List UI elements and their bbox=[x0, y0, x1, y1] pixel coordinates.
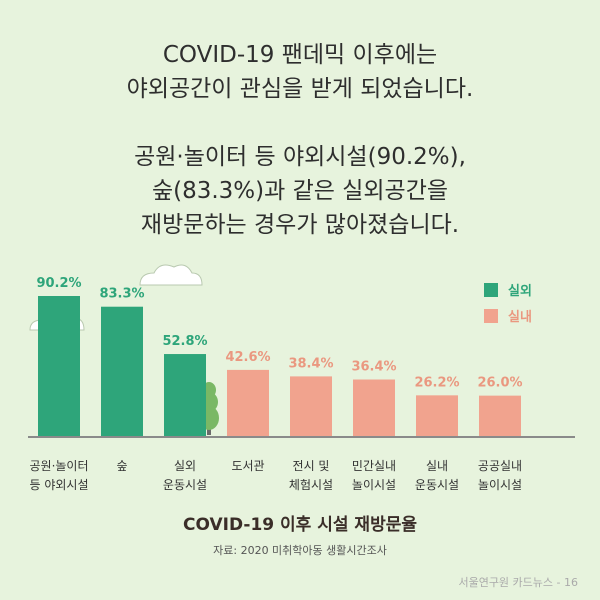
subhead-line: 재방문하는 경우가 많아졌습니다. bbox=[140, 212, 460, 238]
category-label: 공원·놀이터 bbox=[29, 459, 88, 473]
headline-text: COVID-19 팬데믹 이후에는 야외공간이 관심을 받게 되었습니다. bbox=[0, 38, 600, 106]
data-label: 26.2% bbox=[414, 375, 459, 390]
legend-label: 실외 bbox=[508, 283, 532, 299]
headline-line: COVID-19 팬데믹 이후에는 bbox=[162, 42, 438, 68]
data-label: 90.2% bbox=[36, 276, 81, 291]
legend-label: 실내 bbox=[508, 309, 532, 325]
subhead-text: 공원·놀이터 등 야외시설(90.2%), 숲(83.3%)과 같은 실외공간을… bbox=[0, 140, 600, 242]
bar bbox=[101, 306, 143, 436]
category-label: 놀이시설 bbox=[352, 478, 396, 492]
legend-swatch bbox=[484, 283, 498, 297]
bar bbox=[164, 354, 206, 436]
data-label: 26.0% bbox=[477, 376, 522, 391]
data-label: 42.6% bbox=[225, 350, 270, 365]
category-label: 실내 bbox=[426, 459, 448, 473]
bar bbox=[38, 296, 80, 436]
category-label: 전시 및 bbox=[293, 459, 330, 473]
category-label: 체험시설 bbox=[289, 478, 333, 492]
subhead-line: 공원·놀이터 등 야외시설(90.2%), bbox=[134, 144, 466, 170]
category-label: 민간실내 bbox=[352, 459, 396, 473]
category-label: 놀이시설 bbox=[478, 478, 522, 492]
bar bbox=[479, 395, 521, 436]
subhead-line: 숲(83.3%)과 같은 실외공간을 bbox=[151, 178, 449, 204]
data-label: 36.4% bbox=[351, 360, 396, 375]
category-label: 숲 bbox=[116, 459, 127, 473]
bar bbox=[227, 369, 269, 436]
category-label: 등 야외시설 bbox=[29, 478, 88, 492]
data-label: 83.3% bbox=[99, 287, 144, 302]
category-label: 운동시설 bbox=[163, 478, 207, 492]
footer-credit: 서울연구원 카드뉴스 - 16 bbox=[458, 576, 578, 589]
data-label: 52.8% bbox=[162, 334, 207, 349]
source-note: 자료: 2020 미취학아동 생활시간조사 bbox=[213, 544, 387, 557]
bar bbox=[290, 376, 332, 436]
category-label: 운동시설 bbox=[415, 478, 459, 492]
category-label: 공공실내 bbox=[478, 459, 522, 473]
chart-title: COVID-19 이후 시설 재방문율 bbox=[183, 515, 417, 535]
category-label: 실외 bbox=[174, 459, 196, 473]
legend-swatch bbox=[484, 309, 498, 323]
bar bbox=[353, 379, 395, 436]
headline-line: 야외공간이 관심을 받게 되었습니다. bbox=[126, 76, 474, 102]
cloud-icon bbox=[139, 264, 203, 286]
bar bbox=[416, 395, 458, 436]
category-label: 도서관 bbox=[231, 459, 264, 473]
data-label: 38.4% bbox=[288, 356, 333, 371]
